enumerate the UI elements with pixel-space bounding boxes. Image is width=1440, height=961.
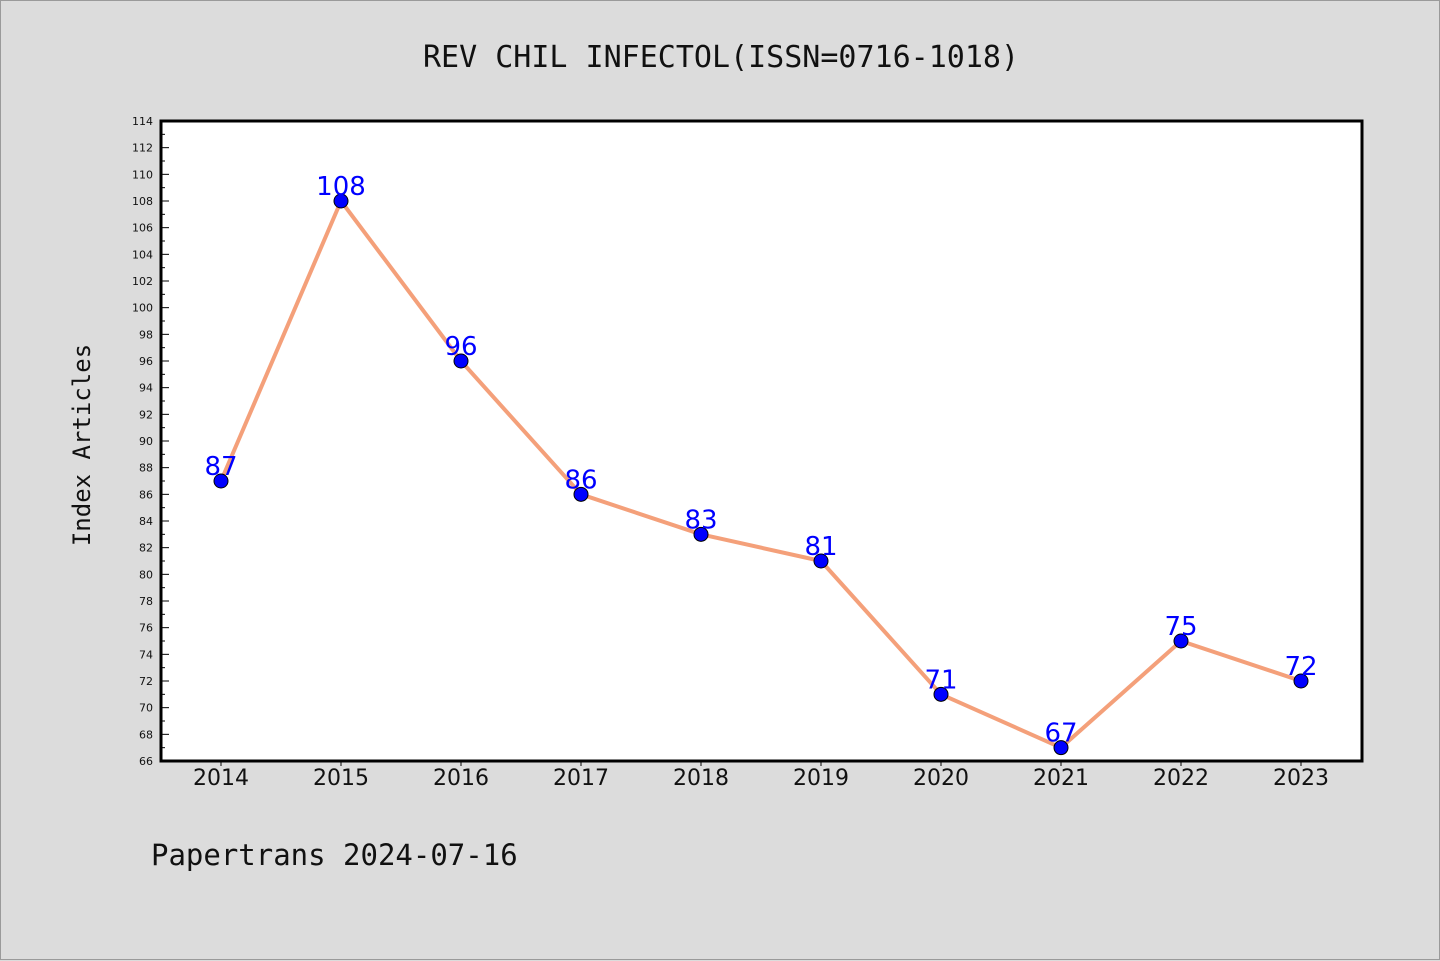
data-point-label: 67 [1044,719,1077,749]
x-tick-label: 2022 [1153,766,1209,791]
y-tick-label: 114 [132,115,153,128]
data-point-marker [1293,673,1309,689]
y-tick-label: 76 [139,622,153,635]
footer-source-date: Papertrans 2024-07-16 [151,838,518,872]
data-point-marker [1053,740,1069,756]
x-tick-label: 2021 [1033,766,1089,791]
y-tick-label: 96 [139,355,153,368]
y-tick-label: 84 [139,515,153,528]
plot-area [161,121,1362,761]
y-tick-label: 74 [139,648,153,661]
x-axis-ticks: 2014 2015 2016 2017 2018 2019 2020 2021 2022 2023 [193,761,1329,791]
y-tick-label: 70 [139,702,153,715]
x-tick-label: 2018 [673,766,729,791]
y-tick-label: 104 [132,248,153,261]
y-tick-label: 106 [132,222,153,235]
data-point-marker [213,473,229,489]
plot-frame [159,119,1364,763]
data-point-label: 87 [204,452,237,482]
x-tick-label: 2015 [313,766,369,791]
x-tick-label: 2023 [1273,766,1329,791]
y-tick-label: 78 [139,595,153,608]
x-tick-label: 2014 [193,766,249,791]
y-tick-label: 72 [139,675,153,688]
data-point-label: 81 [804,532,837,562]
data-point-label: 72 [1284,652,1317,682]
y-tick-label: 68 [139,728,153,741]
y-axis-label: Index Articles [68,344,96,546]
y-tick-label: 82 [139,542,153,555]
y-tick-label: 108 [132,195,153,208]
x-tick-label: 2019 [793,766,849,791]
x-tick-label: 2016 [433,766,489,791]
data-point-label: 96 [444,332,477,362]
data-point-marker [573,486,589,502]
data-point-marker [933,686,949,702]
data-point-label: 86 [564,465,597,495]
series-line [219,199,1303,750]
data-point-label: 71 [924,665,957,695]
y-tick-label: 90 [139,435,153,448]
y-tick-label: 86 [139,488,153,501]
data-point-label: 75 [1164,612,1197,642]
data-point-label: 108 [316,172,366,202]
y-axis-ticks: 66 68 70 72 74 76 78 80 82 84 86 88 90 92 94 96 98 100 102… [132,115,169,768]
y-tick-label: 100 [132,302,153,315]
data-point-label: 83 [684,505,717,535]
series-line-group: 87 108 96 86 83 81 71 67 75 72 [204,172,1318,756]
y-tick-label: 92 [139,408,153,421]
y-tick-label: 98 [139,328,153,341]
y-tick-label: 66 [139,755,153,768]
data-point-marker [813,553,829,569]
y-tick-label: 80 [139,568,153,581]
data-point-marker [1173,633,1189,649]
data-point-marker [693,526,709,542]
x-tick-label: 2020 [913,766,969,791]
y-tick-label: 102 [132,275,153,288]
y-tick-label: 110 [132,168,153,181]
y-tick-label: 112 [132,142,153,155]
data-point-marker [453,353,469,369]
data-point-marker [333,193,349,209]
y-tick-label: 94 [139,382,153,395]
y-tick-label: 88 [139,462,153,475]
chart-title: REV CHIL INFECTOL(ISSN=0716-1018) [423,40,1019,75]
x-tick-label: 2017 [553,766,609,791]
